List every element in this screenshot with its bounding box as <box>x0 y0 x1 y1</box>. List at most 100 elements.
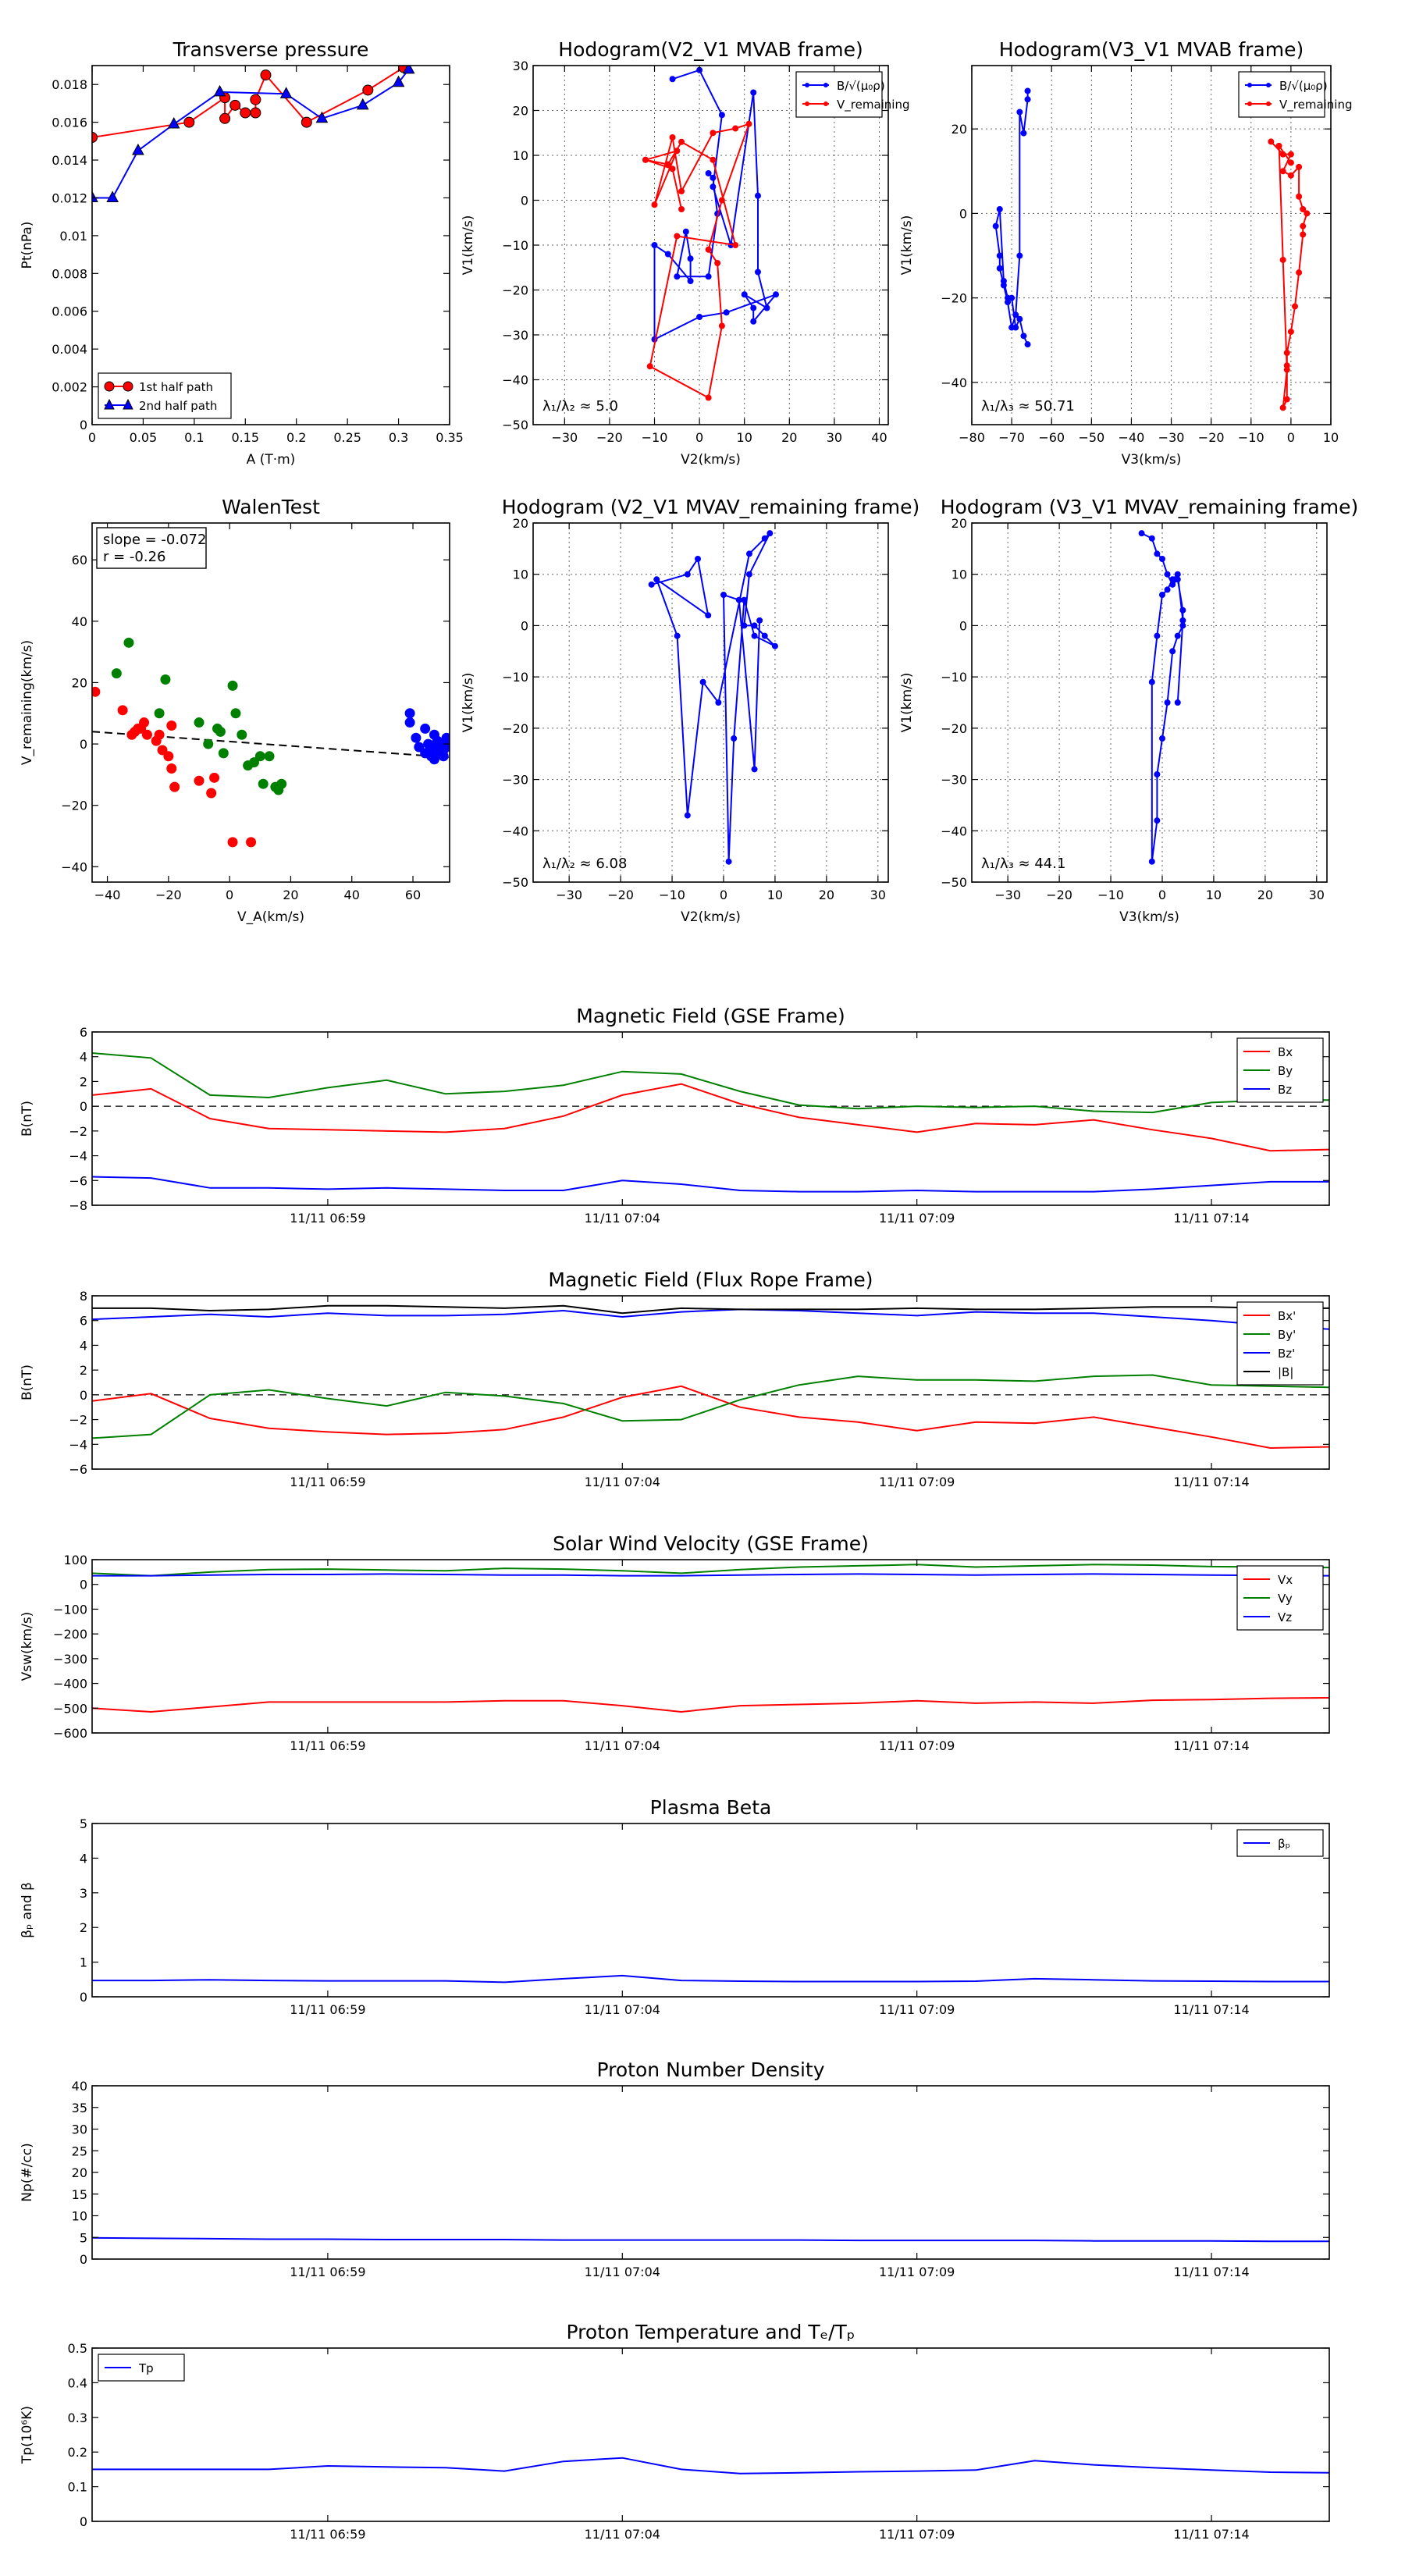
y-axis-label: V_remaining(km/s) <box>20 640 35 765</box>
data-point <box>106 190 119 202</box>
data-point <box>1279 151 1286 158</box>
plot-frame <box>91 1031 1330 1206</box>
legend-marker <box>1247 101 1252 106</box>
y-tick-label: 10 <box>513 148 528 163</box>
x-tick-label: 10 <box>1206 888 1222 902</box>
data-point <box>751 622 758 629</box>
data-point <box>411 732 422 743</box>
data-point <box>1020 333 1027 340</box>
series-bx- <box>92 1385 1329 1450</box>
series-vx <box>92 1697 1329 1713</box>
data-point <box>710 130 717 137</box>
legend-marker <box>123 398 133 410</box>
x-tick-label: −10 <box>659 888 685 902</box>
data-point <box>1287 328 1294 335</box>
data-point <box>741 596 748 603</box>
y-tick-label: −20 <box>941 291 967 306</box>
plot-data <box>92 2457 1329 2475</box>
y-tick-label: 0 <box>959 206 967 221</box>
data-point <box>741 622 748 629</box>
y-axis-label: V1(km/s) <box>899 215 915 276</box>
data-point <box>678 138 685 145</box>
x-axis-label: V3(km/s) <box>1119 909 1179 925</box>
data-point <box>992 222 999 229</box>
y-tick-label: −2 <box>69 1413 87 1428</box>
data-point <box>767 530 774 537</box>
y-tick-label: 40 <box>72 2079 87 2094</box>
series--b- <box>92 1304 1329 1315</box>
legend: B/√(μ₀ρ) V_remaining <box>795 71 910 118</box>
chart-np: Proton Number Density 11/11 06:59 11/11 07… <box>20 2058 1330 2279</box>
y-tick-label: −10 <box>502 670 528 685</box>
data-point <box>996 252 1003 259</box>
data-point <box>735 596 742 603</box>
plot-frame <box>91 1559 1330 1734</box>
plot-data <box>92 66 415 202</box>
y-tick-label: −20 <box>502 721 528 736</box>
series-line <box>653 69 779 341</box>
chart-vsw: Solar Wind Velocity (GSE Frame) 11/11 06:… <box>20 1532 1330 1753</box>
y-tick-label: 4 <box>80 1338 87 1353</box>
x-tick-label: 0.1 <box>184 430 204 445</box>
data-point <box>206 788 217 799</box>
data-point <box>1024 341 1031 348</box>
data-point <box>392 75 405 87</box>
y-tick-label: 0 <box>521 618 528 633</box>
data-point <box>183 116 195 128</box>
x-tick-label: 40 <box>344 888 360 902</box>
data-point <box>718 197 725 204</box>
legend-marker <box>823 83 828 87</box>
x-tick-label: 0.15 <box>231 430 259 445</box>
data-point <box>1292 303 1298 310</box>
y-tick-label: −600 <box>53 1726 87 1741</box>
legend-marker <box>805 83 809 87</box>
x-tick-label: 11/11 07:09 <box>879 1211 955 1226</box>
x-tick-label: 11/11 07:04 <box>585 2527 660 2542</box>
series-s0 <box>92 2236 1329 2243</box>
series-line <box>651 532 776 862</box>
series-bz <box>92 1176 1329 1193</box>
legend-label: By <box>1278 1064 1293 1078</box>
plot-data <box>92 1304 1329 1450</box>
x-tick-label: 0.25 <box>333 430 361 445</box>
x-tick-label: −60 <box>1038 430 1065 445</box>
stats-text: r = -0.26 <box>103 549 166 565</box>
data-point <box>710 183 717 190</box>
y-axis-label: Pt(nPa) <box>20 222 35 269</box>
x-tick-label: 40 <box>871 430 887 445</box>
y-axis-label: Tp(10⁶K) <box>20 2406 35 2464</box>
x-tick-label: 0 <box>1158 888 1166 902</box>
chart-h1: Hodogram(V2_V1 MVAB frame) −30 −20 −10 0 10 20… <box>461 38 910 468</box>
plot-data <box>92 1974 1329 1984</box>
data-point <box>687 278 694 284</box>
x-tick-label: 11/11 07:09 <box>879 2265 955 2279</box>
data-point <box>166 720 177 731</box>
data-point <box>1283 366 1290 373</box>
series-s1 <box>111 637 287 795</box>
y-axis-label: V1(km/s) <box>461 673 476 733</box>
y-tick-label: 2 <box>80 1363 87 1378</box>
data-point <box>167 116 180 129</box>
y-tick-label: 20 <box>72 2165 87 2180</box>
data-point <box>194 775 205 786</box>
y-tick-label: −6 <box>69 1173 87 1188</box>
chart-title: Solar Wind Velocity (GSE Frame) <box>553 1532 869 1555</box>
x-tick-label: 11/11 07:04 <box>585 1738 660 1753</box>
eigenvalue-ratio-annotation: λ₁/λ₂ ≈ 6.08 <box>542 856 627 872</box>
x-tick-label: 11/11 07:09 <box>879 1475 955 1489</box>
legend-label: |B| <box>1278 1365 1293 1379</box>
data-point <box>279 87 293 98</box>
series-line <box>92 1974 1329 1984</box>
plot-frame <box>91 65 450 425</box>
plot-frame <box>91 1823 1330 1998</box>
data-point <box>1300 231 1307 238</box>
x-tick-label: 11/11 07:04 <box>585 1475 660 1489</box>
data-point <box>1279 168 1286 175</box>
eigenvalue-ratio-annotation: λ₁/λ₃ ≈ 44.1 <box>981 856 1065 872</box>
series-line <box>92 1564 1329 1577</box>
y-axis-label: B(nT) <box>20 1364 35 1400</box>
x-tick-label: 60 <box>405 888 421 902</box>
x-tick-label: −30 <box>551 430 578 445</box>
x-tick-label: −20 <box>596 430 623 445</box>
